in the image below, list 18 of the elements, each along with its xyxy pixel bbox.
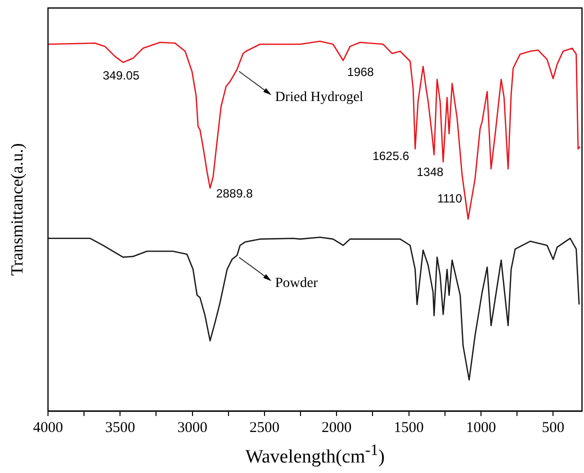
- annotation: 1968: [347, 64, 374, 79]
- x-tick-label: 2500: [249, 420, 280, 436]
- text: Dried Hydrogel: [275, 90, 364, 106]
- text: Powder: [275, 276, 318, 292]
- x-tick-label: 1500: [394, 420, 424, 436]
- annotation: 1110: [437, 191, 462, 206]
- x-tick-label: 4000: [33, 420, 63, 436]
- x-axis-title: Wavelength(cm$^{-1}$): [244, 442, 386, 468]
- x-tick-label: 500: [542, 420, 564, 436]
- annotation: 2889.8: [216, 186, 254, 200]
- x-tick-label: 2000: [322, 420, 352, 436]
- y-axis-title: Transmittance(a.u.): [7, 143, 26, 276]
- annotation: 349.05: [102, 68, 140, 83]
- annotation: 1625.6: [372, 149, 410, 164]
- x-tick-label: 3500: [105, 420, 136, 436]
- x-tick-label: 1000: [466, 420, 496, 436]
- annotation: 1348: [416, 165, 444, 180]
- x-tick-label: 3000: [177, 420, 208, 436]
